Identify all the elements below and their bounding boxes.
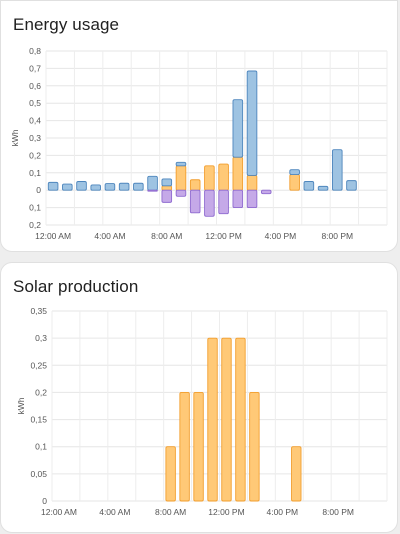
bar-return — [218, 189, 229, 215]
solar-production-title: Solar production — [13, 277, 139, 296]
y-tick-label: 0,2 — [35, 387, 47, 397]
y-tick-label: 0,7 — [29, 63, 41, 73]
bar-grid — [104, 183, 116, 191]
bar-grid — [76, 181, 87, 191]
y-tick-label: 0,8 — [29, 46, 41, 56]
y-tick-label: 0,35 — [30, 306, 47, 316]
bar-solar — [232, 156, 244, 191]
y-tick-label: 0,1 — [29, 203, 41, 213]
y-tick-label: 0,4 — [29, 116, 41, 126]
bar-grid — [303, 181, 315, 191]
bar-return — [147, 189, 158, 192]
y-tick-label: 0,25 — [30, 360, 47, 370]
solar-production-chart: 0 0,05 0,1 0,15 0,2 0,25 0,3 0,35 12:00 AM 4:00 A… — [16, 306, 388, 517]
x-tick-label: 8:00 PM — [321, 231, 353, 241]
bar-return — [189, 189, 201, 214]
x-tick-label: 8:00 AM — [151, 231, 182, 241]
bar-solar — [218, 163, 229, 191]
bar-grid — [331, 149, 343, 191]
y-tick-label: 0,2 — [29, 220, 41, 230]
bar-solar — [249, 391, 260, 502]
y-axis-label: kWh — [10, 129, 20, 146]
bar-solar — [291, 446, 302, 502]
bar-grid — [232, 99, 244, 158]
x-tick-label: 8:00 PM — [322, 507, 354, 517]
y-tick-label: 0,1 — [29, 168, 41, 178]
bar-return — [175, 189, 187, 197]
bar-solar — [165, 446, 176, 502]
bar-solar — [161, 185, 173, 191]
x-tick-label: 12:00 AM — [35, 231, 71, 241]
x-tick-label: 12:00 PM — [205, 231, 241, 241]
y-tick-label: 0,3 — [35, 333, 47, 343]
y-tick-label: 0,1 — [35, 442, 47, 452]
bar-solar — [175, 165, 187, 191]
energy-usage-chart: 0,2 0,1 0 0,1 0,2 0,3 0,4 0,5 0,6 0,7 0,8 12:00 AM 4… — [10, 46, 388, 241]
y-tick-label: 0,6 — [29, 81, 41, 91]
bar-solar — [246, 174, 258, 191]
bar-solar — [189, 179, 201, 191]
x-tick-label: 4:00 PM — [266, 507, 298, 517]
bar-solar — [193, 391, 204, 502]
bar-return — [260, 189, 272, 195]
bar-solar — [221, 337, 232, 502]
y-tick-label: 0 — [36, 185, 41, 195]
bar-return — [246, 189, 258, 209]
x-tick-label: 4:00 AM — [94, 231, 125, 241]
bar-grid — [62, 183, 73, 191]
bar-solar — [204, 165, 215, 191]
x-tick-label: 12:00 PM — [208, 507, 244, 517]
bar-solar — [179, 391, 190, 502]
y-tick-label: 0,15 — [30, 415, 47, 425]
solar-production-card: Solar production 0 0,05 0,1 0,15 0,2 0,25 0,3 0… — [0, 262, 398, 533]
bar-grid — [133, 182, 144, 191]
bar-return — [161, 189, 173, 203]
x-tick-label: 8:00 AM — [155, 507, 186, 517]
bar-grid — [246, 70, 258, 176]
bar-grid — [147, 175, 158, 191]
bar-grid — [346, 180, 357, 191]
bar-grid — [118, 182, 130, 191]
bar-grid — [175, 161, 187, 167]
y-tick-label: 0,3 — [29, 133, 41, 143]
x-tick-label: 12:00 AM — [41, 507, 77, 517]
bar-grid — [317, 185, 329, 191]
bar-return — [204, 189, 215, 217]
bar-grid — [47, 181, 59, 191]
bar-solar — [235, 337, 246, 502]
bar-grid — [90, 184, 102, 191]
y-tick-label: 0 — [42, 496, 47, 506]
y-tick-label: 0,5 — [29, 98, 41, 108]
x-tick-label: 4:00 PM — [265, 231, 297, 241]
y-tick-label: 0,2 — [29, 150, 41, 160]
energy-usage-title: Energy usage — [13, 15, 120, 34]
bar-solar — [207, 337, 218, 502]
bar-grid — [289, 169, 300, 175]
y-tick-label: 0,05 — [30, 469, 47, 479]
x-tick-label: 4:00 AM — [99, 507, 130, 517]
energy-usage-card: Energy usage 0,2 0,1 0 0,1 0,2 0,3 0,4 0,5 0,6 0,… — [0, 0, 398, 252]
bar-return — [232, 189, 244, 209]
bar-grid — [161, 178, 173, 187]
bar-solar — [289, 174, 300, 191]
y-axis-label: kWh — [16, 397, 26, 414]
